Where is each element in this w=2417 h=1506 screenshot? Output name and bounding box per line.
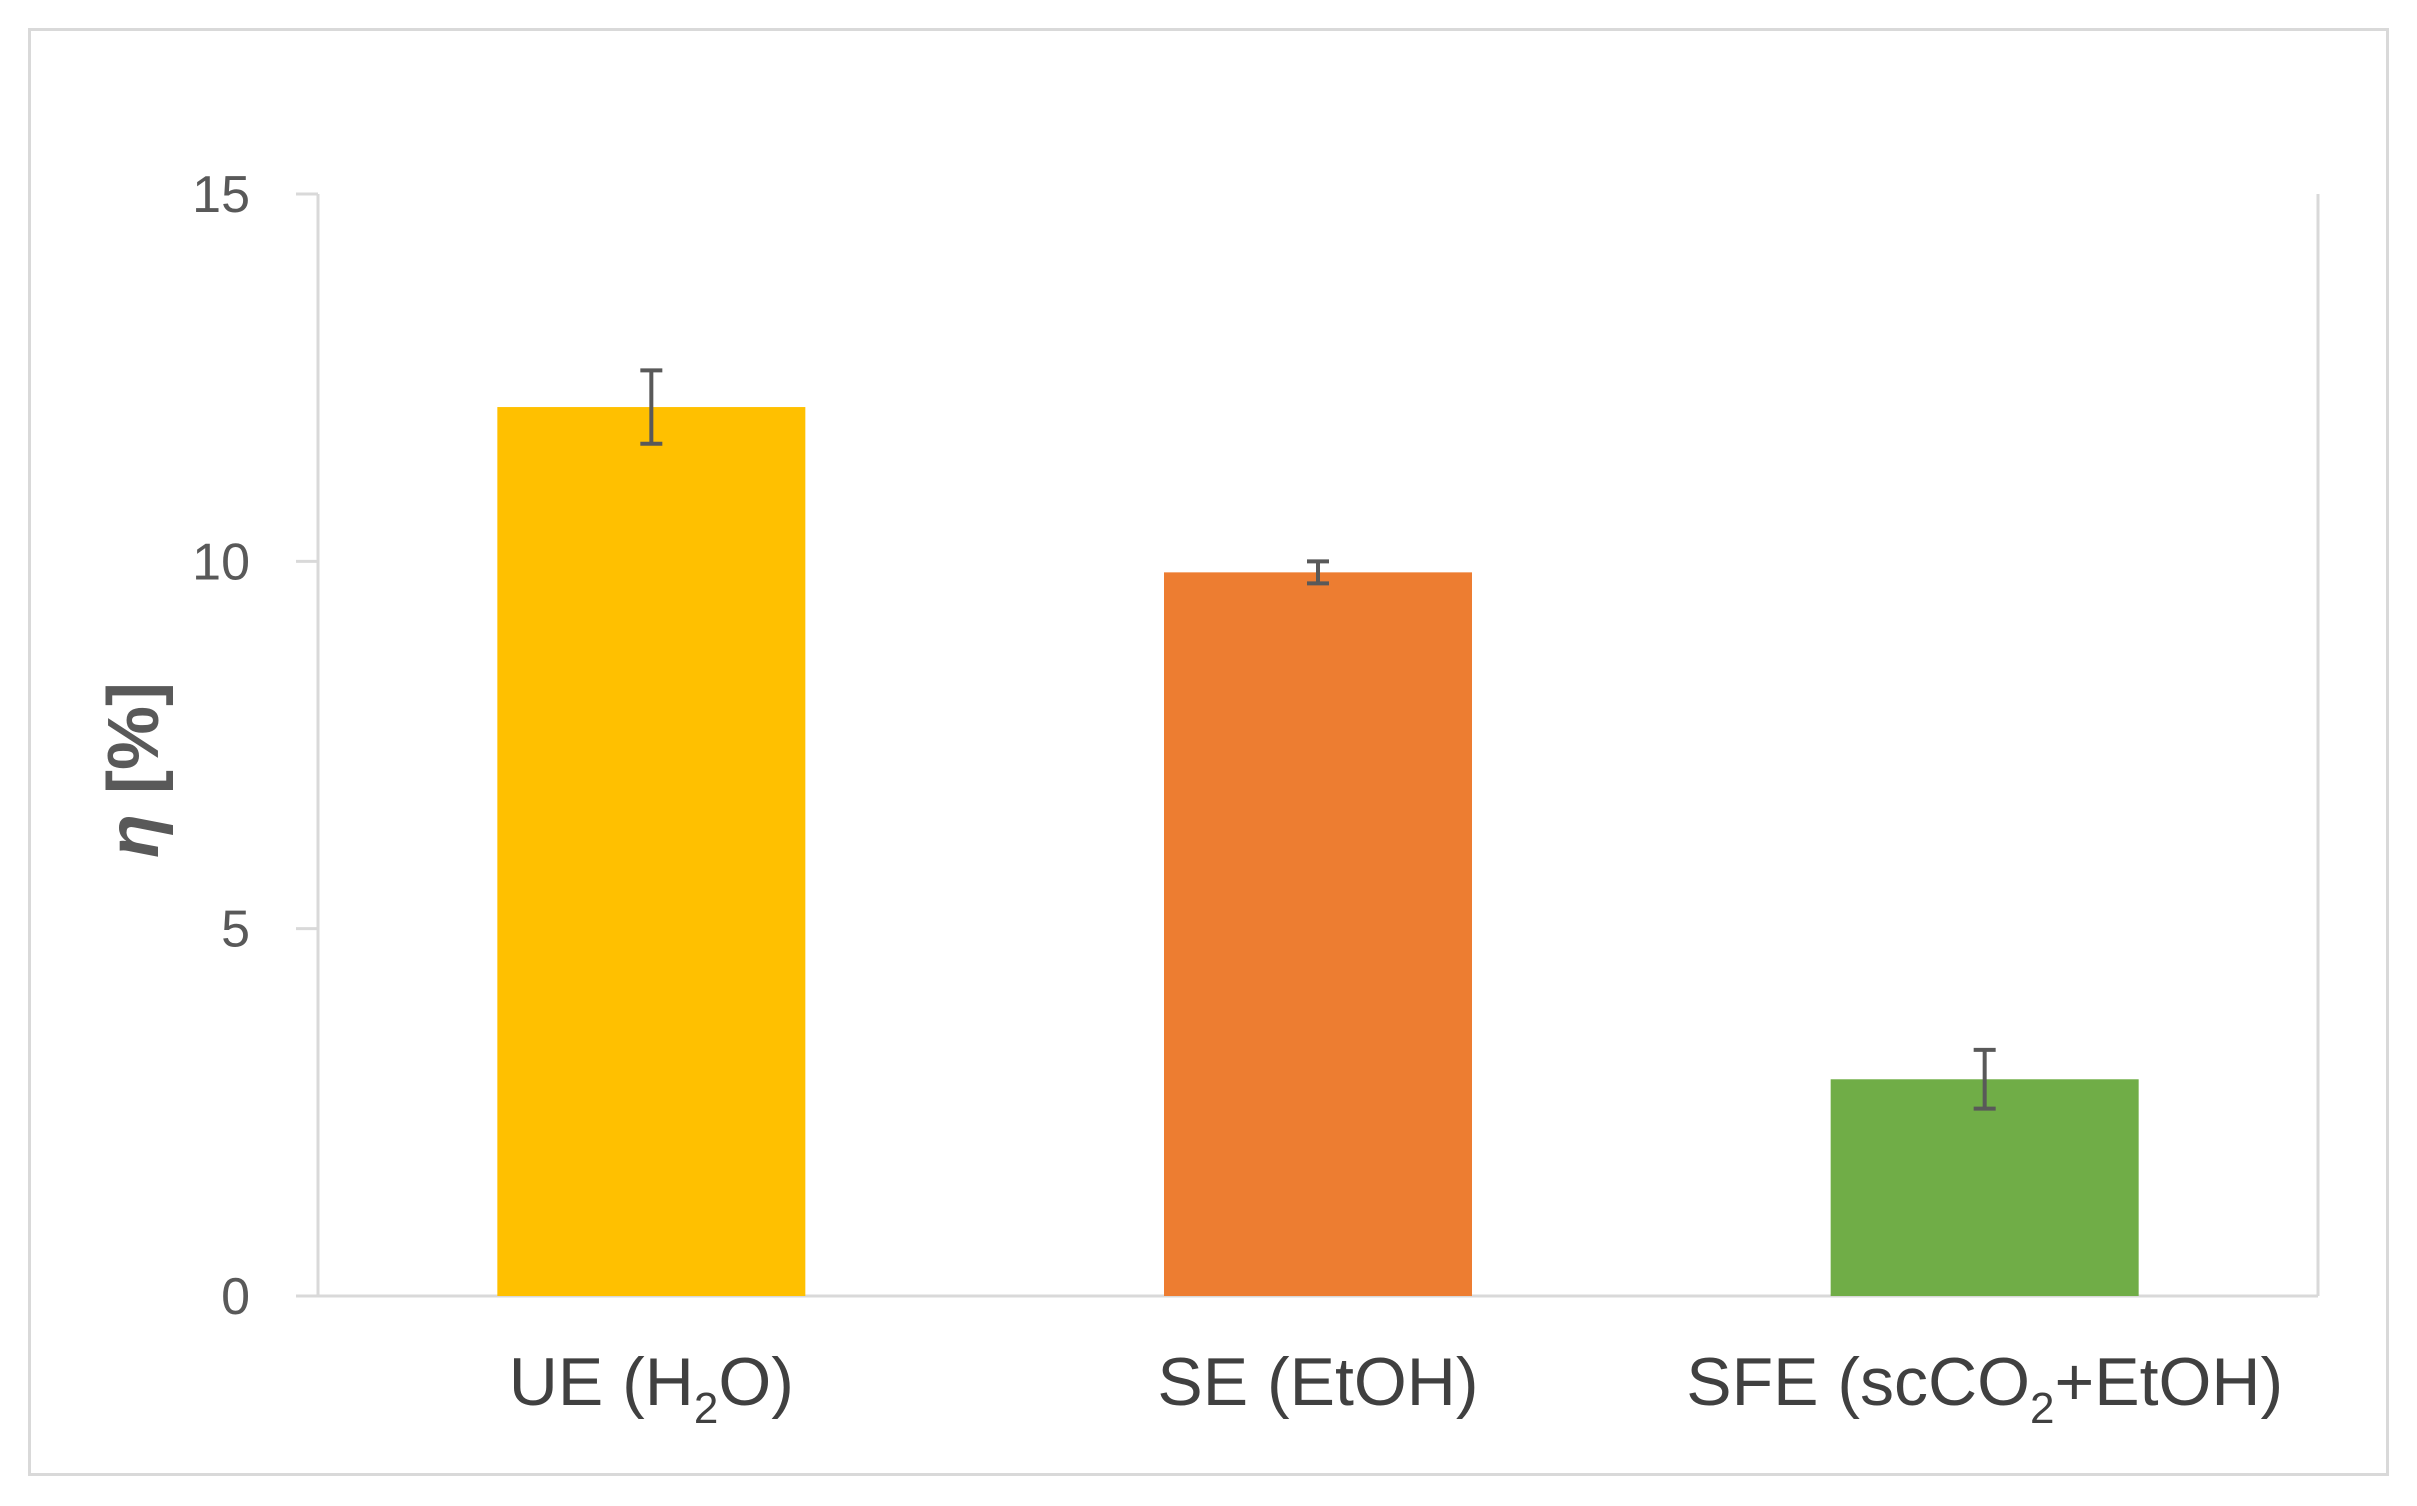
bar [1164, 572, 1472, 1296]
error-bar [640, 368, 663, 446]
y-tick-label: 10 [192, 533, 250, 591]
error-bar [1973, 1047, 1996, 1111]
error-bars [640, 368, 1996, 1111]
bar [497, 407, 806, 1296]
x-tick-label: UE (H2O) [509, 1344, 794, 1433]
x-tick-label: SFE (scCO2+EtOH) [1686, 1344, 2283, 1433]
x-tick-label: SE (EtOH) [1157, 1344, 1478, 1420]
y-tick-label: 5 [221, 901, 250, 959]
y-tick-labels: 0 5 10 15 [192, 166, 250, 1326]
bar [1830, 1079, 2139, 1296]
bars [497, 407, 2139, 1296]
y-axis-symbol: η [94, 814, 174, 858]
y-axis-unit: [%] [94, 682, 174, 814]
y-tick-label: 0 [221, 1268, 250, 1326]
error-bar [1307, 559, 1329, 586]
y-tick-label: 15 [192, 166, 250, 224]
x-tick-labels: UE (H2O) SE (EtOH) SFE (scCO2+EtOH) [509, 1344, 2283, 1433]
y-axis-label: η [%] [94, 682, 174, 858]
